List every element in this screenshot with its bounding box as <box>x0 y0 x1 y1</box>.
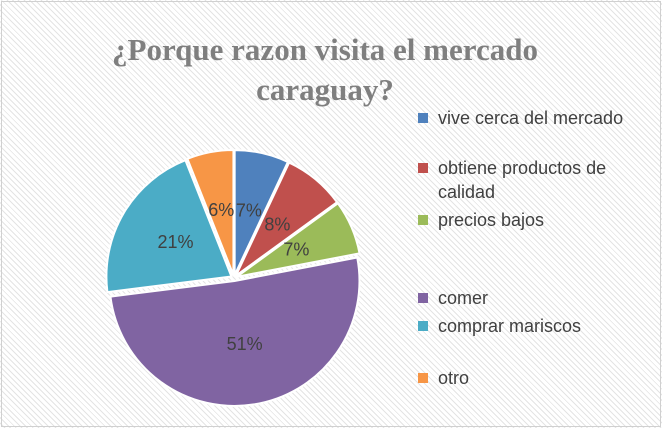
legend-label: comer <box>438 288 489 308</box>
pie-slice <box>109 256 361 407</box>
pie-slice <box>233 149 290 276</box>
pie-slice <box>105 158 233 294</box>
pie-slice <box>186 149 235 276</box>
legend-item: otro <box>418 366 653 390</box>
legend-item: precios bajos <box>418 208 653 232</box>
legend-label: vive cerca del mercado <box>438 108 624 128</box>
data-label: 21% <box>157 232 193 252</box>
legend-swatch <box>418 373 428 383</box>
chart-title: ¿Porque razon visita el mercado caraguay… <box>112 32 538 107</box>
legend-label: precios bajos <box>438 210 545 230</box>
legend-swatch <box>418 163 428 173</box>
legend-label: obtiene productos de calidad <box>438 158 607 202</box>
data-label: 7% <box>236 200 262 220</box>
legend-swatch <box>418 215 428 225</box>
pie-slice <box>235 161 339 277</box>
legend-label: otro <box>438 368 470 388</box>
legend-item: comprar mariscos <box>418 314 653 338</box>
legend-label: comprar mariscos <box>438 316 582 336</box>
legend-swatch <box>418 113 428 123</box>
legend-swatch <box>418 293 428 303</box>
data-label: 8% <box>264 214 290 234</box>
legend-item: obtiene productos de calidad <box>418 156 653 204</box>
legend-swatch <box>418 321 428 331</box>
data-label: 6% <box>208 200 234 220</box>
pie-slice <box>236 201 361 278</box>
legend-item: comer <box>418 286 653 310</box>
data-label: 7% <box>283 240 309 260</box>
legend-item: vive cerca del mercado <box>418 106 653 130</box>
data-label: 51% <box>227 334 263 354</box>
